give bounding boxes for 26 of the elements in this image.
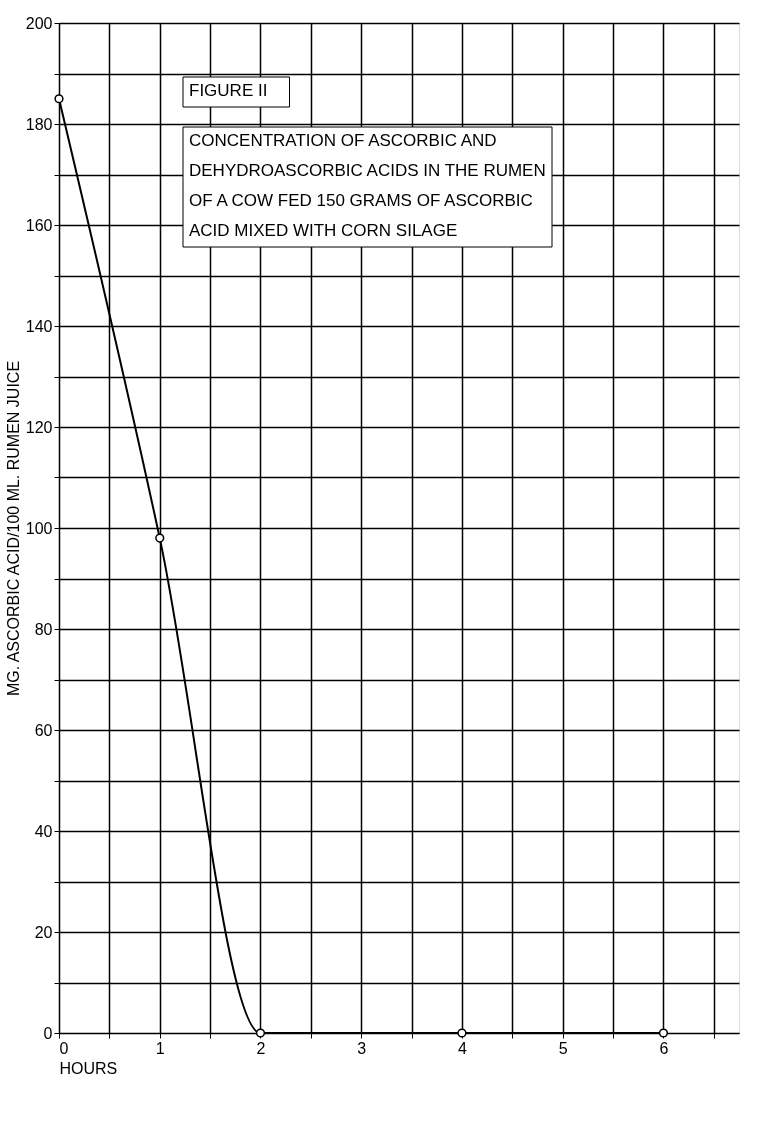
y-tick-label: 60 <box>34 721 53 739</box>
point <box>255 1028 266 1038</box>
y-tick-label: 120 <box>25 418 53 436</box>
y-tick-label: 80 <box>34 620 53 638</box>
point <box>155 533 165 543</box>
point <box>658 1028 669 1038</box>
y-tick-label: 180 <box>25 115 53 133</box>
x-tick-label: 4 <box>458 1039 468 1057</box>
y-tick-label: 40 <box>34 822 53 840</box>
annotation: CONCENTRATION OF ASCORBIC AND DEHYDROASCORBIC ACIDS IN THE RUMEN OF A COW FED 150 GRAMS OF ASCORBIC ACID MIXED WITH CORN SILAGE <box>189 131 546 240</box>
x-tick-label: 2 <box>256 1039 266 1057</box>
x-axis-title: HOURS <box>59 1059 118 1077</box>
y-tick-label: 20 <box>34 923 53 941</box>
x-tick-label: 5 <box>558 1039 568 1057</box>
x-tick-label: 0 <box>59 1039 69 1057</box>
y-tick-label: 160 <box>25 216 53 234</box>
annotation: FIGURE II <box>189 81 268 100</box>
x-tick-label: 6 <box>659 1039 669 1057</box>
y-tick-label: 200 <box>25 14 53 32</box>
point <box>54 94 64 104</box>
x-tick-label: 1 <box>155 1039 165 1057</box>
y-tick-label: 0 <box>43 1024 53 1042</box>
y-tick-label: 100 <box>25 519 53 537</box>
y-tick-label: 140 <box>25 317 53 335</box>
y-axis-title: MG. ASCORBIC ACID/100 ML. RUMEN JUICE <box>4 360 22 697</box>
x-tick-label: 3 <box>357 1039 367 1057</box>
